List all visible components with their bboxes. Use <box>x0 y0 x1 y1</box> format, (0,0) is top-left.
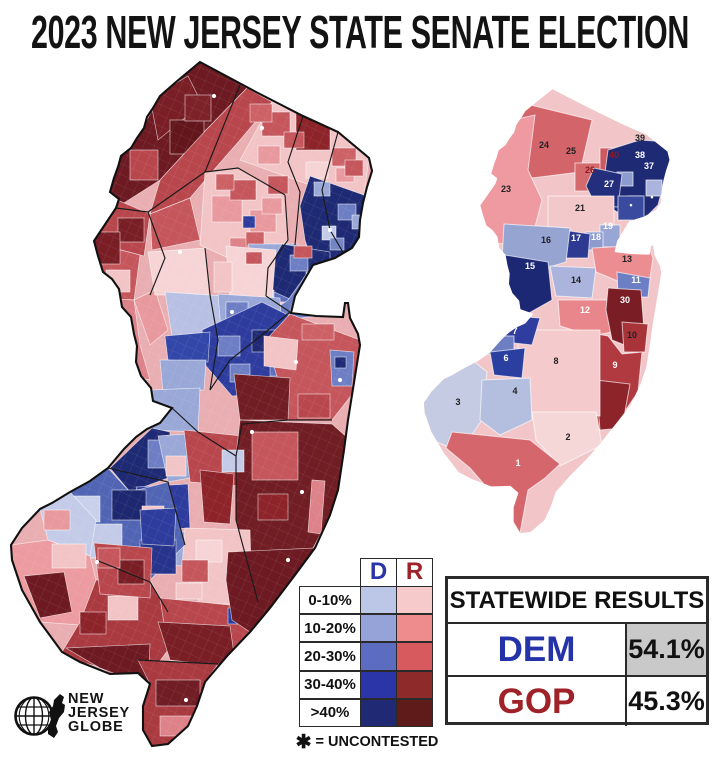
svg-text:23: 23 <box>501 184 511 194</box>
svg-text:6: 6 <box>503 353 508 363</box>
svg-text:19: 19 <box>603 221 613 231</box>
svg-text:•: • <box>650 192 653 202</box>
svg-text:12: 12 <box>580 305 590 315</box>
svg-text:10: 10 <box>627 330 637 340</box>
svg-text:24: 24 <box>539 140 549 150</box>
svg-text:17: 17 <box>571 233 581 243</box>
svg-text:38: 38 <box>635 150 645 160</box>
svg-text:JERSEY: JERSEY <box>68 705 130 721</box>
svg-text:37: 37 <box>644 161 654 171</box>
svg-text:30: 30 <box>620 295 630 305</box>
svg-text:4: 4 <box>512 386 517 396</box>
svg-text:NEW: NEW <box>68 691 104 707</box>
svg-text:16: 16 <box>541 235 551 245</box>
svg-text:GLOBE: GLOBE <box>68 719 124 735</box>
svg-text:8: 8 <box>553 356 558 366</box>
svg-text:26: 26 <box>585 165 595 175</box>
svg-text:11: 11 <box>631 275 641 285</box>
svg-text:40: 40 <box>609 150 619 160</box>
svg-text:13: 13 <box>622 254 632 264</box>
svg-text:25: 25 <box>566 146 576 156</box>
svg-text:18: 18 <box>591 232 601 242</box>
svg-text:21: 21 <box>575 203 585 213</box>
svg-text:2: 2 <box>565 432 570 442</box>
svg-text:3: 3 <box>455 397 460 407</box>
svg-text:27: 27 <box>604 179 614 189</box>
svg-text:•: • <box>629 200 632 210</box>
svg-text:39: 39 <box>635 133 645 143</box>
svg-text:14: 14 <box>571 275 581 285</box>
svg-text:15: 15 <box>525 261 535 271</box>
svg-text:9: 9 <box>612 360 617 370</box>
svg-text:1: 1 <box>515 458 520 468</box>
svg-text:7: 7 <box>512 326 517 336</box>
